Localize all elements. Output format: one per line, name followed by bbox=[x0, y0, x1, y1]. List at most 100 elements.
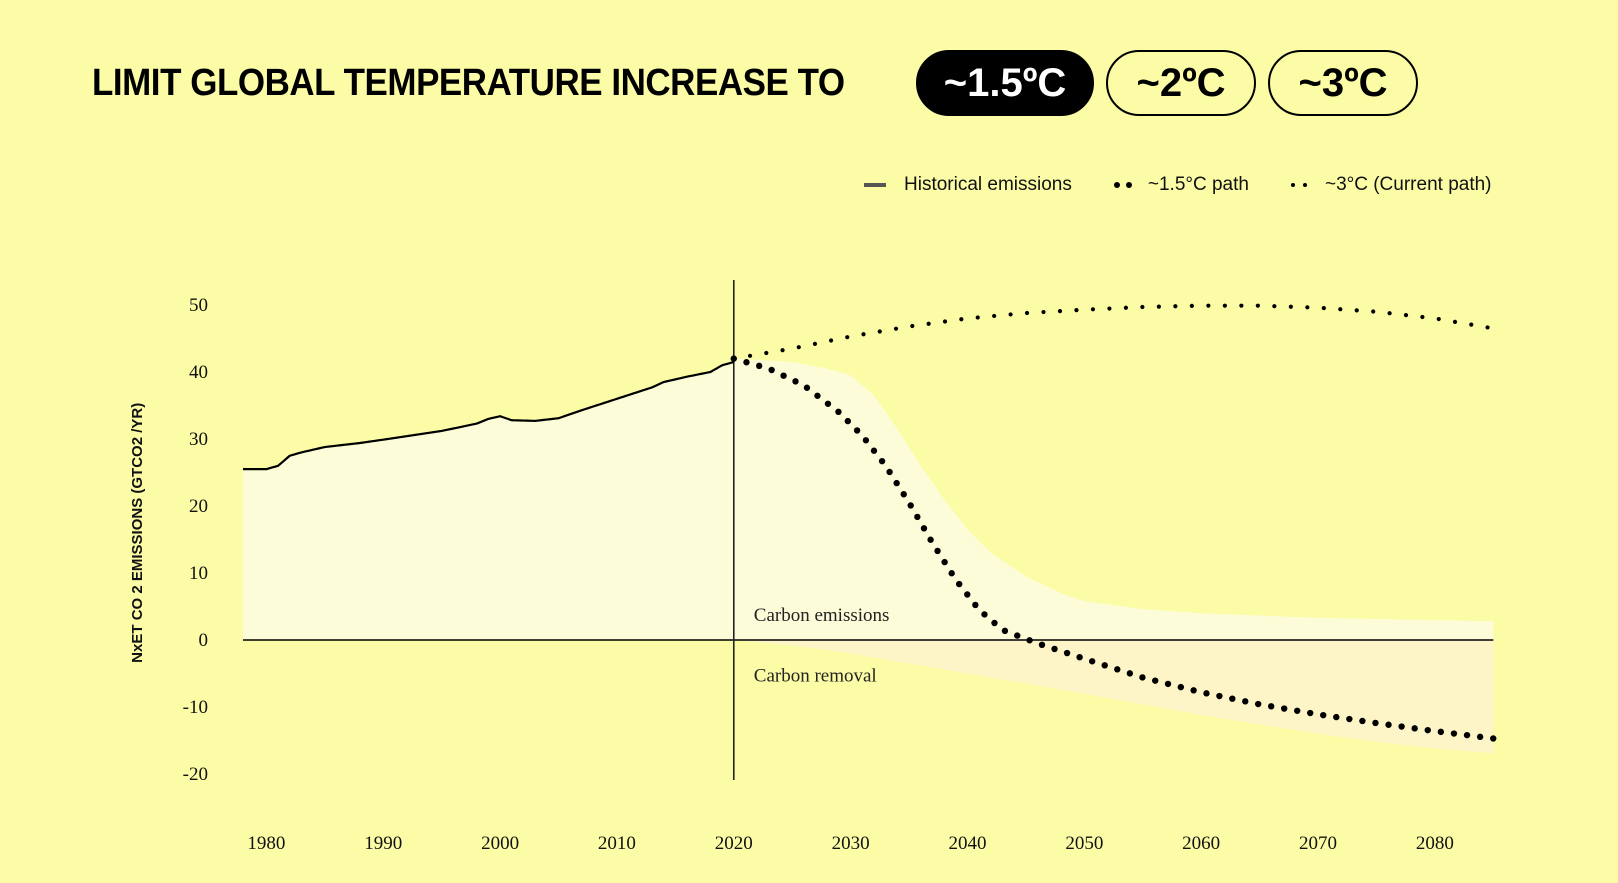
y-tick-label: -20 bbox=[183, 764, 208, 785]
x-tick-label: 2040 bbox=[948, 833, 986, 854]
path-1-5c-line-dot bbox=[1333, 713, 1340, 721]
y-tick-label: 10 bbox=[189, 563, 208, 584]
legend-1-5c-label: ~1.5°C path bbox=[1147, 174, 1249, 195]
path-1-5c-line-dot bbox=[1242, 698, 1249, 705]
path-1-5c-line-dot bbox=[893, 479, 900, 487]
chart-lines bbox=[243, 303, 1497, 742]
path-3c-line-dot bbox=[1041, 309, 1046, 315]
x-tick-label: 2000 bbox=[481, 833, 519, 854]
path-3c-line-dot bbox=[959, 317, 964, 322]
path-1-5c-line-dot bbox=[1203, 690, 1210, 697]
path-1-5c-line-dot bbox=[941, 558, 948, 566]
path-1-5c-line-dot bbox=[1359, 717, 1366, 725]
y-tick-label: 0 bbox=[199, 630, 209, 651]
path-1-5c-line-dot bbox=[955, 580, 963, 588]
path-3c-line-dot bbox=[893, 326, 899, 331]
path-3c-line-dot bbox=[1354, 308, 1359, 313]
path-3c-line-dot bbox=[1074, 308, 1079, 313]
path-3c-line-dot bbox=[1239, 303, 1244, 308]
y-tick-label: 20 bbox=[189, 496, 208, 517]
path-1-5c-line-dot bbox=[1076, 654, 1083, 661]
historical-emissions-line bbox=[243, 360, 735, 471]
path-3c-line-dot bbox=[764, 350, 769, 356]
path-1-5c-line-dot bbox=[1229, 695, 1236, 702]
path-3c-line-dot bbox=[861, 332, 866, 337]
legend: Historical emissions ~1.5°C path ~3°C (C… bbox=[864, 172, 1492, 198]
path-1-5c-line-dot bbox=[964, 591, 971, 598]
path-1-5c-line-dot bbox=[853, 427, 861, 434]
path-1-5c-line-dot bbox=[870, 447, 878, 454]
path-1-5c-line-dot bbox=[1372, 719, 1379, 727]
option-2c-button[interactable]: ~2ºC bbox=[1106, 50, 1257, 116]
path-1-5c-line-dot bbox=[1026, 637, 1033, 644]
historical-area bbox=[243, 361, 734, 640]
x-tick-label: 1980 bbox=[247, 833, 285, 854]
legend-historical-label: Historical emissions bbox=[904, 174, 1072, 195]
x-tick-label: 2020 bbox=[715, 833, 753, 854]
path-1-5c-line-dot bbox=[972, 601, 979, 609]
path-1-5c-line-dot bbox=[920, 525, 928, 532]
path-3c-line-dot bbox=[1107, 306, 1112, 311]
path-1-5c-line-dot bbox=[1463, 731, 1471, 739]
path-3c-line-dot bbox=[1371, 309, 1376, 314]
legend-1-5c-path: ~1.5°C path bbox=[1113, 174, 1249, 196]
y-tick-label: 40 bbox=[189, 362, 208, 383]
path-1-5c-line-dot bbox=[1294, 707, 1301, 714]
path-1-5c-line-dot bbox=[1088, 658, 1096, 665]
path-3c-line-dot bbox=[1008, 312, 1013, 317]
path-1-5c-line-dot bbox=[768, 366, 775, 374]
path-1-5c-line-dot bbox=[755, 362, 763, 370]
path-3c-line-dot bbox=[1057, 308, 1063, 314]
path-1-5c-line-dot bbox=[862, 437, 870, 444]
path-1-5c-line-dot bbox=[1254, 700, 1262, 708]
path-1-5c-line-dot bbox=[1164, 680, 1172, 688]
path-1-5c-line-dot bbox=[743, 359, 750, 366]
path-3c-line-dot bbox=[910, 323, 915, 329]
path-3c-line-dot bbox=[1189, 303, 1194, 308]
path-1-5c-line-dot bbox=[900, 491, 907, 498]
path-3c-line-dot bbox=[1452, 319, 1458, 324]
path-1-5c-line bbox=[730, 355, 1497, 742]
path-1-5c-line-dot bbox=[1346, 715, 1353, 723]
big-dots-swatch-icon bbox=[1113, 182, 1138, 188]
path-1-5c-line-dot bbox=[814, 392, 821, 399]
path-1-5c-line-dot bbox=[1177, 683, 1185, 691]
path-1-5c-line-dot bbox=[1014, 632, 1021, 639]
legend-3c-path: ~3°C (Current path) bbox=[1290, 174, 1492, 196]
path-3c-line-dot bbox=[747, 353, 753, 358]
path-1-5c-line-dot bbox=[981, 611, 988, 618]
y-tick-label: -10 bbox=[183, 697, 208, 718]
legend-3c-label: ~3°C (Current path) bbox=[1324, 174, 1492, 195]
path-3c-line-dot bbox=[1255, 303, 1260, 308]
x-tick-label: 1990 bbox=[364, 833, 402, 854]
path-3c-line-dot bbox=[1222, 303, 1227, 308]
path-1-5c-line-dot bbox=[886, 468, 893, 476]
path-1-5c-line-dot bbox=[1152, 677, 1159, 684]
path-3c-line-dot bbox=[1485, 325, 1490, 330]
path-1-5c-line-dot bbox=[1320, 711, 1327, 719]
path-3c-line-dot bbox=[942, 319, 948, 324]
option-1-5c-button[interactable]: ~1.5ºC bbox=[916, 50, 1095, 116]
legend-historical: Historical emissions bbox=[864, 174, 1072, 196]
path-3c-line-dot bbox=[829, 338, 834, 343]
path-1-5c-line-dot bbox=[1411, 725, 1418, 732]
path-3c-line-dot bbox=[1123, 305, 1128, 310]
small-dots-swatch-icon bbox=[1290, 183, 1315, 187]
path-1-5c-line-dot bbox=[1114, 666, 1121, 673]
path-3c-line-dot bbox=[1436, 316, 1441, 322]
path-1-5c-line-dot bbox=[1398, 723, 1405, 730]
path-3c-line bbox=[731, 303, 1490, 361]
path-3c-line-dot bbox=[1321, 305, 1326, 311]
path-1-5c-line-dot bbox=[835, 408, 842, 416]
path-1-5c-line-dot bbox=[824, 400, 832, 407]
header: LIMIT GLOBAL TEMPERATURE INCREASE TO ~1.… bbox=[92, 48, 1430, 118]
option-3c-button[interactable]: ~3ºC bbox=[1268, 50, 1419, 116]
path-3c-line-dot bbox=[796, 345, 801, 350]
path-3c-line-dot bbox=[1140, 304, 1145, 310]
y-axis-label: NxET CO 2 EMISSIONS (GTCO2 /YR) bbox=[129, 403, 146, 663]
path-3c-line-dot bbox=[1206, 303, 1211, 308]
path-1-5c-line-dot bbox=[1307, 709, 1314, 717]
path-1-5c-line-dot bbox=[1051, 645, 1058, 653]
x-tick-label: 2030 bbox=[832, 833, 870, 854]
